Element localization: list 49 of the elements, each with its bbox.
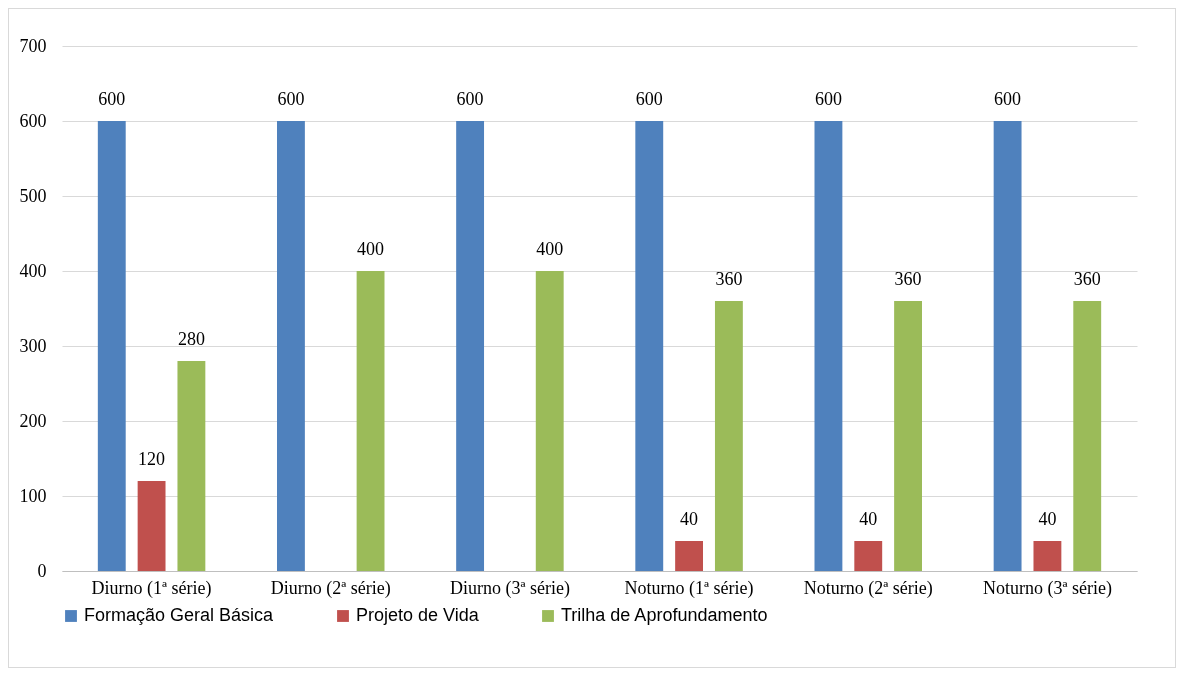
bar [714,301,743,571]
y-tick-label: 0 [37,560,47,581]
data-label: 600 [994,89,1022,109]
data-label: 360 [715,269,743,289]
x-tick-label: Diurno (2ª série) [270,577,391,599]
bar [535,271,564,571]
y-tick-label: 400 [19,260,47,281]
bar [675,541,704,571]
data-label: 120 [138,449,166,469]
y-tick-label: 300 [19,335,47,356]
data-label: 600 [814,89,842,109]
bar [1073,301,1102,571]
data-label: 600 [98,89,126,109]
data-label: 600 [456,89,484,109]
data-label: 40 [1038,509,1057,529]
x-tick-label: Diurno (3ª série) [449,577,570,599]
bar [854,541,883,571]
y-tick-label: 500 [19,185,47,206]
legend-label: Trilha de Aprofundamento [561,605,768,625]
data-label: 400 [536,239,564,259]
data-label: 400 [357,239,385,259]
data-label: 360 [894,269,922,289]
bar [356,271,385,571]
bar [993,121,1022,571]
bar [894,301,922,571]
y-tick-label: 700 [19,35,47,56]
bar [814,121,843,571]
x-tick-label: Diurno (1ª série) [91,577,212,599]
bar [1033,541,1062,571]
bar [635,121,664,571]
data-label: 280 [177,329,205,349]
bar [97,121,126,571]
y-tick-label: 200 [19,410,47,431]
bar [456,121,485,571]
data-label: 600 [277,89,305,109]
x-tick-label: Noturno (1ª série) [624,577,754,599]
legend-label: Projeto de Vida [356,605,480,625]
legend-label: Formação Geral Básica [84,605,275,625]
data-label: 40 [680,509,699,529]
x-tick-label: Noturno (3ª série) [982,577,1112,599]
bar [137,481,166,571]
data-label: 360 [1073,269,1101,289]
data-label: 40 [859,509,878,529]
y-tick-label: 100 [19,485,47,506]
y-tick-label: 600 [19,110,47,131]
data-label: 600 [635,89,663,109]
bar [177,361,206,571]
x-tick-label: Noturno (2ª série) [803,577,933,599]
bar [277,121,305,571]
